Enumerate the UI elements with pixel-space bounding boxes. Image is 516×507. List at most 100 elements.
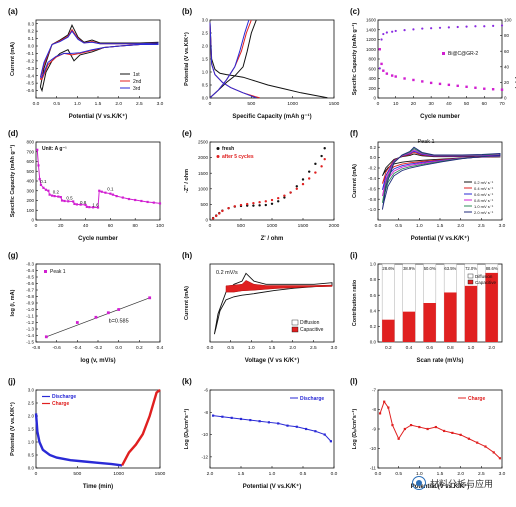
- y-tick-label: 1.0: [370, 262, 377, 267]
- x-axis-label: Cycle number: [420, 114, 460, 120]
- series-marker: [426, 427, 429, 431]
- efficiency-marker: [382, 32, 385, 36]
- series-marker: [44, 188, 48, 191]
- series-marker: [227, 206, 230, 210]
- series-marker: [127, 197, 131, 201]
- data-marker: [148, 296, 152, 300]
- x-tick-label: 1.5: [437, 223, 444, 229]
- y-tick-label: 0.0: [202, 96, 209, 101]
- capacity-marker: [390, 74, 394, 77]
- rate-label: 0.8: [80, 200, 87, 205]
- efficiency-marker: [421, 27, 424, 30]
- capacitive-bar: [444, 292, 457, 342]
- capacity-marker: [380, 62, 383, 66]
- x-tick-label: 1500: [298, 223, 309, 229]
- x-tick-label: 20: [411, 101, 417, 107]
- x-tick-label: 0.8: [447, 345, 454, 351]
- series-marker: [270, 202, 274, 205]
- x-tick-label: 0.2: [136, 345, 143, 351]
- panel-label: (a): [8, 7, 18, 16]
- series-marker: [264, 200, 267, 203]
- x-tick-label: 0: [209, 101, 212, 107]
- series-marker: [314, 430, 317, 433]
- x-tick-label: 80: [133, 223, 139, 229]
- x-tick-label: 1.0: [269, 471, 276, 477]
- capacitive-bar: [485, 272, 498, 342]
- x-tick-label: 0.0: [375, 223, 382, 229]
- y-axis-label: Potential (V vs.K/K⁺): [183, 32, 190, 86]
- series-marker: [270, 198, 274, 202]
- y-tick-label: 800: [368, 57, 376, 62]
- series-marker: [305, 427, 308, 431]
- capacity-marker: [378, 48, 381, 51]
- efficiency-marker: [430, 27, 433, 30]
- y-tick-label: 0: [373, 96, 376, 101]
- series-marker: [383, 400, 386, 403]
- panel-label: (e): [182, 129, 192, 138]
- panel-e: (e) Z' / ohm -Z'' / ohm 0 500 1000 1500 2000 0 50…: [182, 129, 340, 242]
- efficiency-marker: [403, 29, 406, 32]
- series-line: [39, 28, 159, 80]
- series-line: [209, 22, 257, 99]
- watermark: 材料分析与应用: [412, 476, 493, 490]
- x-axis-label: Potential (V vs.K/K⁺): [243, 483, 302, 490]
- x-tick-label: 0.4: [406, 345, 413, 351]
- series-marker: [252, 201, 255, 205]
- series-marker: [67, 200, 70, 203]
- x-tick-label: 30: [428, 101, 434, 107]
- y-tick-label: 0.0: [28, 466, 35, 471]
- series-marker: [104, 191, 107, 194]
- series-marker: [53, 195, 56, 198]
- y-tick-label: 0.5: [202, 83, 209, 88]
- legend-label: 2.0 mV s⁻¹: [474, 210, 494, 215]
- series-marker: [72, 200, 75, 203]
- capacity-marker: [412, 78, 415, 82]
- series-marker: [403, 427, 406, 431]
- series-marker: [140, 199, 143, 203]
- slope-annotation: b=0.585: [109, 319, 129, 325]
- legend-swatch: [44, 270, 47, 273]
- series-marker: [84, 203, 87, 206]
- y-tick-label: 100: [26, 208, 34, 213]
- y-tick-label: 0.5: [28, 453, 35, 458]
- series-marker: [111, 193, 114, 196]
- y-tick-label: 0.2: [28, 29, 35, 34]
- series-marker: [246, 202, 249, 206]
- series-marker: [158, 202, 162, 205]
- x-tick-label: 1000: [113, 471, 124, 477]
- series-marker: [239, 203, 243, 207]
- series-marker: [323, 157, 326, 161]
- y2-tick-label: 100: [504, 18, 512, 23]
- efficiency-marker: [456, 25, 459, 29]
- x-tick-label: 1.5: [269, 345, 276, 351]
- x-tick-label: -0.4: [73, 345, 82, 351]
- x-tick-label: 2.5: [478, 471, 485, 477]
- x-axis-label: Scan rate (mV/s): [416, 358, 463, 364]
- x-tick-label: 0.0: [115, 345, 122, 351]
- capacity-marker: [465, 85, 468, 88]
- y2-tick-label: 40: [504, 64, 510, 69]
- legend-label: 2nd: [133, 79, 142, 85]
- series-marker: [397, 437, 400, 440]
- x-tick-label: 10: [393, 101, 399, 107]
- series-line: [209, 22, 328, 99]
- y-tick-label: -1.1: [26, 314, 34, 319]
- panel-label: (d): [8, 129, 19, 138]
- x-tick-label: 1.0: [248, 345, 255, 351]
- panel-h: (h) Voltage (V vs K/K⁺) Current (mA) 0.0 0.5…: [182, 251, 338, 364]
- x-tick-label: 0.5: [395, 471, 402, 477]
- x-tick-label: 2.0: [207, 471, 214, 477]
- x-tick-label: 2.0: [457, 471, 464, 477]
- series-marker: [443, 429, 446, 433]
- legend-label: Bi@C@GR-2: [448, 51, 478, 57]
- bar-value-label: 63.5%: [444, 266, 456, 271]
- plot-frame: [377, 19, 503, 99]
- series-marker: [484, 445, 487, 448]
- y-tick-label: 1200: [366, 37, 377, 42]
- series-line: [39, 30, 159, 78]
- y-tick-label: 0.4: [370, 308, 377, 313]
- series-marker: [233, 205, 236, 208]
- x-tick-label: 0.5: [395, 223, 402, 229]
- y-tick-label: 0.2: [370, 145, 377, 150]
- x-tick-label: 0.0: [207, 345, 214, 351]
